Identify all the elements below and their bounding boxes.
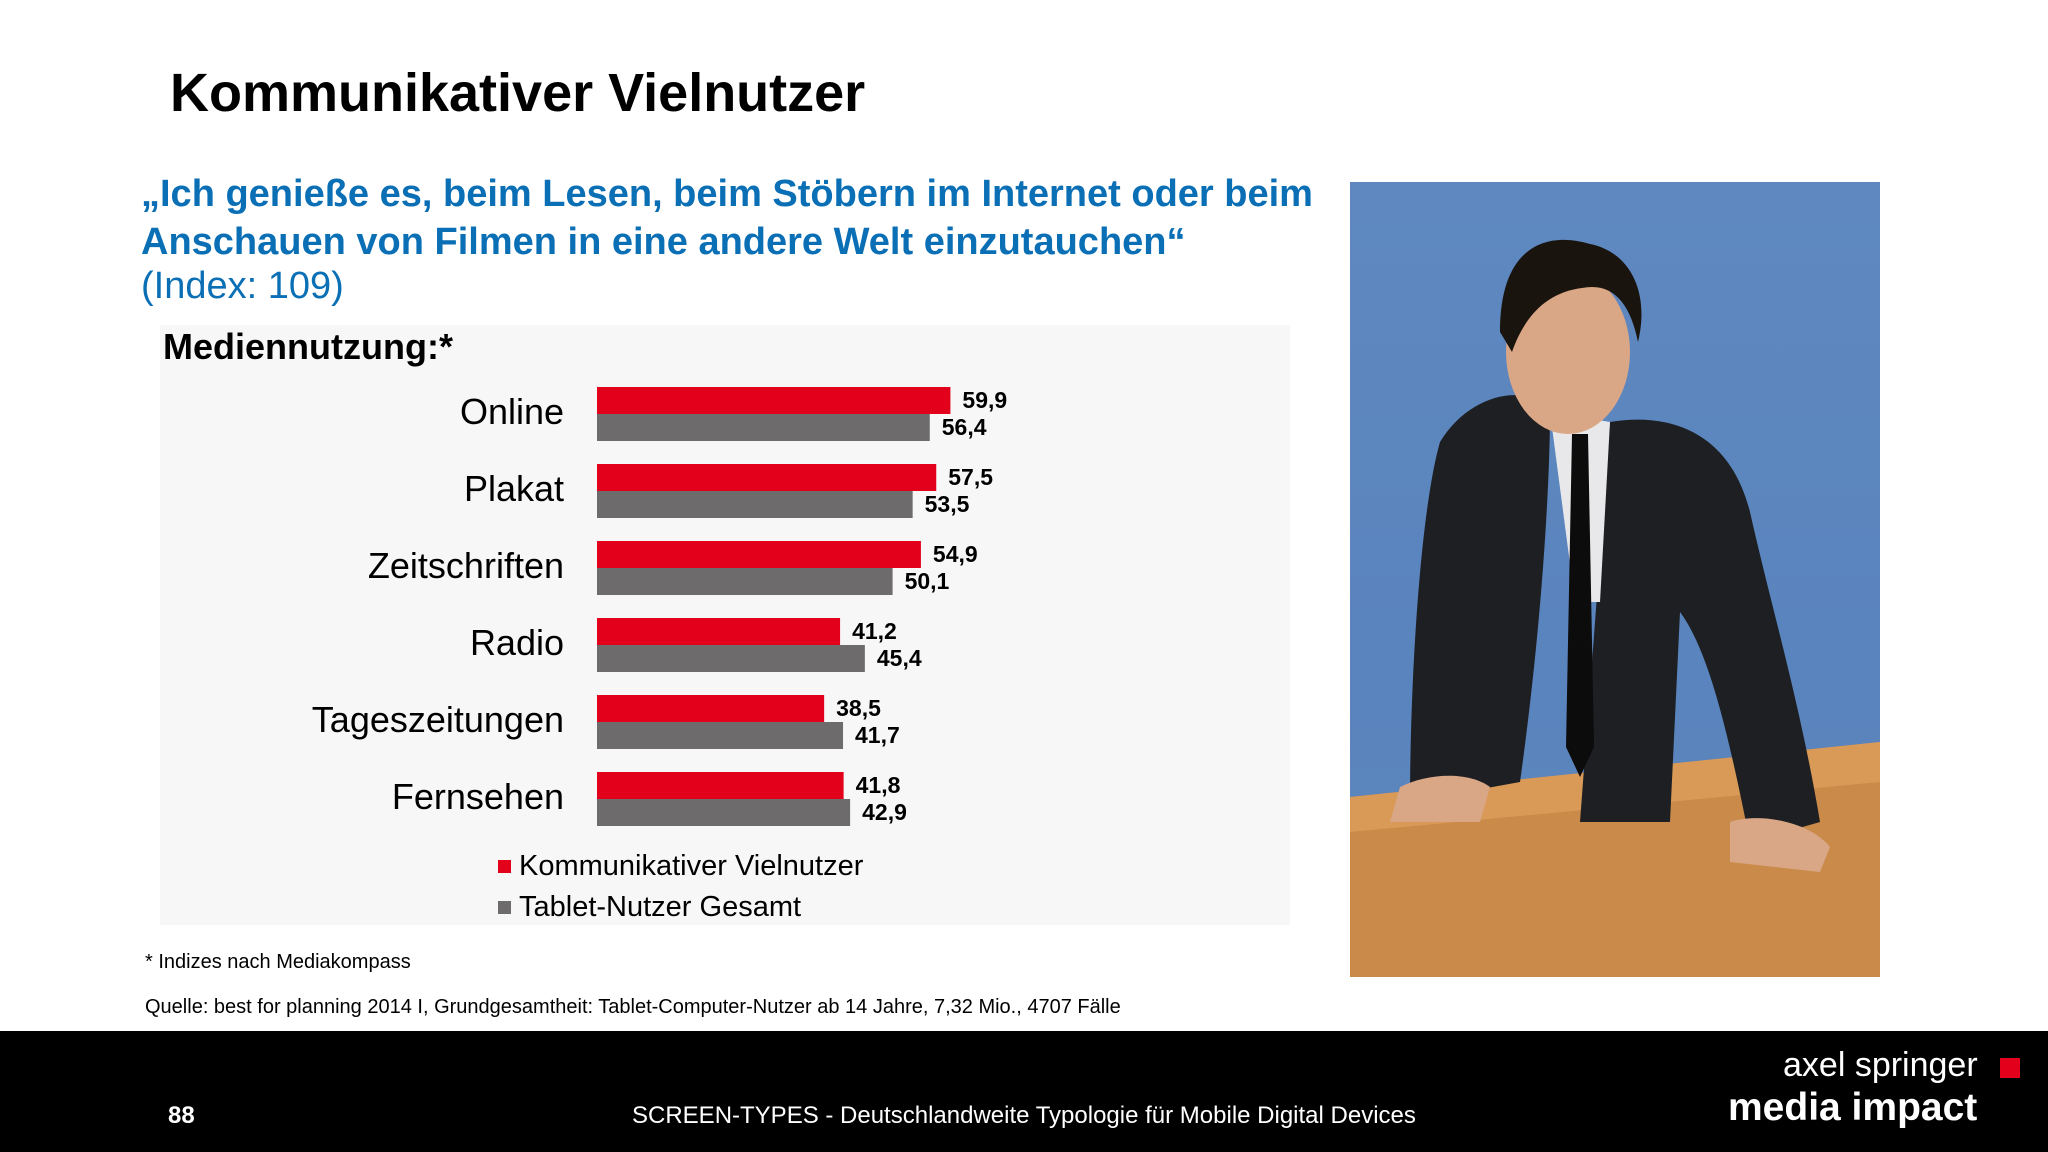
- bar-tablet-gesamt: [597, 568, 893, 595]
- index-text: (Index: 109): [141, 265, 344, 307]
- page-number: 88: [168, 1102, 195, 1129]
- data-label: 42,9: [862, 799, 907, 825]
- footnote: * Indizes nach Mediakompass: [145, 951, 411, 973]
- data-label: 41,7: [855, 722, 900, 748]
- category-label: Radio: [470, 622, 564, 663]
- bar-vielnutzer: [597, 387, 951, 414]
- logo-square-icon: [2000, 1058, 2020, 1078]
- bar-tablet-gesamt: [597, 414, 930, 441]
- legend-item-series1: Kommunikativer Vielnutzer: [498, 850, 863, 883]
- data-label: 57,5: [948, 464, 993, 490]
- legend-swatch-gray: [498, 901, 511, 914]
- businessman-photo: [1350, 182, 1880, 977]
- footer-bar: [0, 1031, 2048, 1152]
- slide-title: Kommunikativer Vielnutzer: [170, 63, 866, 123]
- category-label: Online: [460, 391, 564, 432]
- legend-label: Tablet-Nutzer Gesamt: [519, 891, 802, 923]
- data-label: 45,4: [877, 645, 922, 671]
- bar-vielnutzer: [597, 695, 825, 722]
- data-label: 41,8: [856, 772, 901, 798]
- category-label: Plakat: [464, 468, 564, 509]
- quote-text: „Ich genieße es, beim Lesen, beim Stöber…: [141, 173, 1313, 263]
- bar-vielnutzer: [597, 541, 921, 568]
- category-label: Zeitschriften: [368, 545, 564, 586]
- data-label: 53,5: [925, 491, 970, 517]
- data-label: 50,1: [905, 568, 950, 594]
- category-label: Fernsehen: [392, 776, 564, 817]
- chart-title: Mediennutzung:*: [163, 326, 453, 367]
- legend-label: Kommunikativer Vielnutzer: [519, 850, 864, 882]
- bar-tablet-gesamt: [597, 722, 844, 749]
- businessman-illustration: [1350, 239, 1880, 977]
- source-note: Quelle: best for planning 2014 I, Grundg…: [145, 996, 1121, 1018]
- bar-vielnutzer: [597, 464, 937, 491]
- category-label: Tageszeitungen: [312, 699, 564, 740]
- logo-text-axel-springer: axel springer: [1783, 1046, 1978, 1084]
- bar-vielnutzer: [597, 772, 844, 799]
- data-label: 41,2: [852, 618, 897, 644]
- bar-vielnutzer: [597, 618, 841, 645]
- data-label: 54,9: [933, 541, 978, 567]
- data-label: 38,5: [836, 695, 881, 721]
- footer-title: SCREEN-TYPES - Deutschlandweite Typologi…: [632, 1102, 1416, 1129]
- bar-tablet-gesamt: [597, 645, 865, 672]
- bar-tablet-gesamt: [597, 491, 913, 518]
- legend-item-series2: Tablet-Nutzer Gesamt: [498, 891, 801, 924]
- legend-swatch-red: [498, 860, 511, 873]
- logo-text-media-impact: media impact: [1728, 1086, 1978, 1129]
- data-label: 56,4: [942, 414, 987, 440]
- bar-tablet-gesamt: [597, 799, 851, 826]
- data-label: 59,9: [962, 387, 1007, 413]
